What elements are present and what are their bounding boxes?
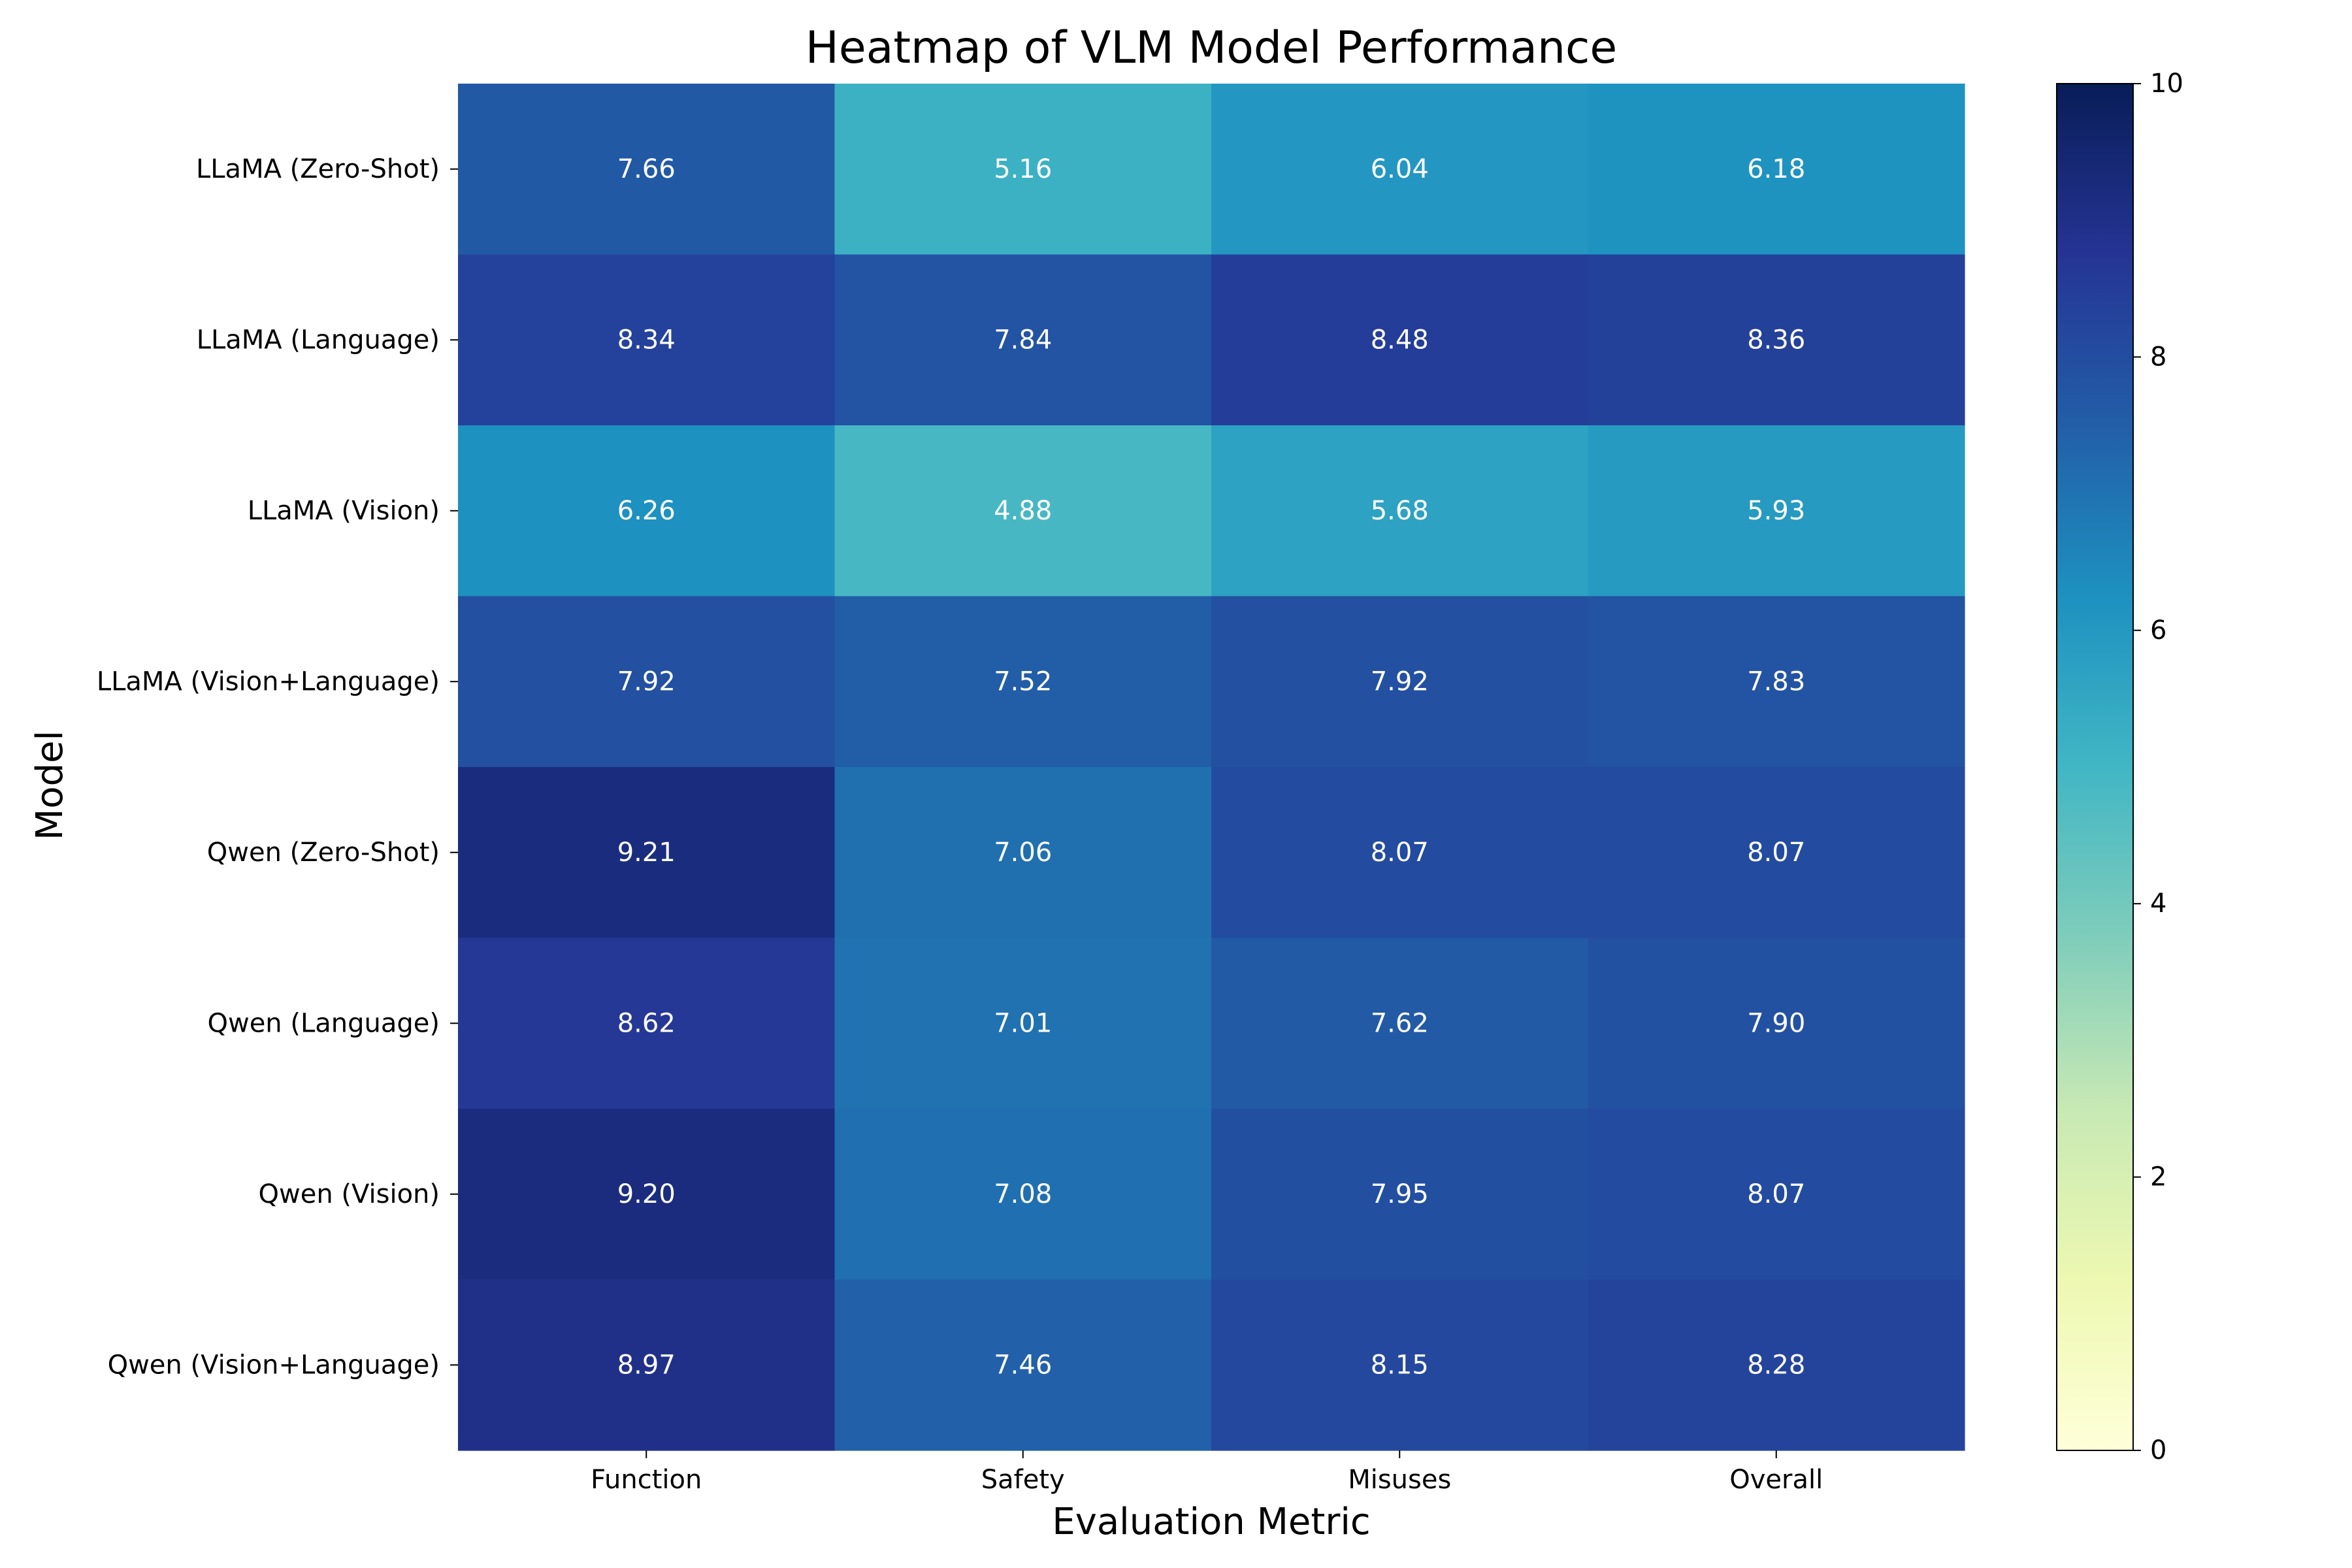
heatmap-cell	[1588, 84, 1965, 255]
y-tick-label: LLaMA (Zero-Shot)	[196, 154, 440, 184]
x-axis: Function Safety Misuses Overall	[591, 1450, 1823, 1495]
heatmap-cell-label: 7.92	[617, 666, 676, 696]
heatmap-cell	[1211, 1109, 1589, 1281]
heatmap-cell-label: 8.34	[617, 325, 676, 355]
heatmap-cell	[834, 84, 1212, 255]
y-tick-label: Qwen (Language)	[208, 1008, 440, 1038]
heatmap-cell	[1588, 938, 1965, 1109]
heatmap-cell-label: 8.07	[1371, 838, 1429, 868]
heatmap-cell-label: 6.04	[1371, 154, 1429, 184]
heatmap-cell-label: 8.07	[1747, 838, 1805, 868]
colorbar: 0 2 4 6 8 10	[2056, 69, 2183, 1465]
colorbar-tick-label: 4	[2150, 889, 2166, 919]
y-tick-label: Qwen (Vision)	[259, 1179, 440, 1209]
heatmap-cell-label: 7.62	[1371, 1008, 1429, 1038]
y-axis-label: Model	[29, 730, 71, 840]
heatmap-cell-label: 8.15	[1371, 1350, 1429, 1380]
heatmap-cell-label: 7.52	[994, 666, 1052, 696]
y-axis: LLaMA (Zero-Shot) LLaMA (Language) LLaMA (…	[97, 154, 458, 1380]
colorbar-gradient	[2056, 83, 2134, 1451]
heatmap-cell-label: 5.16	[994, 154, 1052, 184]
chart-title: Heatmap of VLM Model Performance	[806, 22, 1618, 74]
heatmap-cell-label: 7.84	[994, 325, 1052, 355]
heatmap-cell	[1588, 1109, 1965, 1281]
x-tick-label: Function	[591, 1465, 702, 1495]
heatmap-cell-label: 8.97	[617, 1350, 676, 1380]
heatmap-cell-label: 5.93	[1747, 496, 1805, 526]
heatmap-cell-label: 7.66	[617, 154, 676, 184]
heatmap-cell-labels: 7.66 5.16 6.04 6.18 8.34 7.84 8.48 8.36 6.26 4.88…	[617, 154, 1806, 1380]
heatmap-cell	[1211, 254, 1589, 426]
heatmap-cell	[458, 254, 836, 426]
y-tick-label: LLaMA (Language)	[197, 325, 440, 355]
heatmap-cell-label: 8.07	[1747, 1179, 1805, 1209]
heatmap-cell	[458, 1279, 836, 1451]
heatmap-cell-label: 5.68	[1371, 496, 1429, 526]
heatmap-cell-label: 7.83	[1747, 666, 1805, 696]
heatmap-cell	[458, 767, 836, 939]
colorbar-tick-label: 2	[2150, 1162, 2166, 1192]
heatmap-cell	[1588, 767, 1965, 939]
heatmap-cell-label: 7.06	[994, 838, 1052, 868]
heatmap-cell	[1211, 938, 1589, 1109]
y-tick-label: Qwen (Vision+Language)	[108, 1350, 440, 1380]
heatmap-cell	[1211, 1279, 1589, 1451]
heatmap-cell-label: 6.18	[1747, 154, 1805, 184]
colorbar-tick-label: 0	[2150, 1435, 2166, 1465]
x-axis-label: Evaluation Metric	[1052, 1501, 1370, 1543]
y-tick-label: LLaMA (Vision+Language)	[97, 666, 440, 696]
heatmap-cell	[1211, 425, 1589, 597]
heatmap-cell	[1211, 596, 1589, 768]
heatmap-cell	[834, 938, 1212, 1109]
heatmap-cell	[458, 938, 836, 1109]
x-tick-label: Safety	[981, 1465, 1065, 1495]
heatmap-cell-label: 7.92	[1371, 666, 1429, 696]
heatmap-cell	[834, 1109, 1212, 1281]
heatmap-cell-label: 7.90	[1747, 1008, 1805, 1038]
heatmap-cells	[458, 84, 1965, 1451]
heatmap-cell	[1588, 254, 1965, 426]
heatmap-cell-label: 8.28	[1747, 1350, 1805, 1380]
heatmap-cell	[458, 596, 836, 768]
heatmap-cell	[834, 425, 1212, 597]
heatmap-cell	[834, 767, 1212, 939]
heatmap-cell-label: 4.88	[994, 496, 1052, 526]
heatmap-cell-label: 9.21	[617, 838, 676, 868]
heatmap-cell	[834, 1279, 1212, 1451]
heatmap-cell-label: 8.36	[1747, 325, 1805, 355]
heatmap-cell-label: 6.26	[617, 496, 676, 526]
heatmap-cell	[1588, 425, 1965, 597]
heatmap-cell-label: 8.62	[617, 1008, 676, 1038]
heatmap-cell	[1211, 84, 1589, 255]
heatmap-cell-label: 7.46	[994, 1350, 1052, 1380]
y-tick-label: Qwen (Zero-Shot)	[207, 838, 440, 868]
heatmap-cell-label: 8.48	[1371, 325, 1429, 355]
heatmap-cell	[834, 596, 1212, 768]
colorbar-tick-label: 6	[2150, 615, 2166, 645]
heatmap-cell-label: 7.08	[994, 1179, 1052, 1209]
heatmap-cell	[1588, 596, 1965, 768]
heatmap-cell-label: 7.95	[1371, 1179, 1429, 1209]
x-tick-label: Overall	[1729, 1465, 1823, 1495]
heatmap-cell	[458, 425, 836, 597]
heatmap-cell-label: 9.20	[617, 1179, 676, 1209]
heatmap-cell	[458, 1109, 836, 1281]
heatmap-cell	[458, 84, 836, 255]
heatmap-cell	[1588, 1279, 1965, 1451]
heatmap-cell-label: 7.01	[994, 1008, 1052, 1038]
heatmap-cell	[1211, 767, 1589, 939]
colorbar-tick-label: 10	[2150, 69, 2183, 99]
heatmap-cell	[834, 254, 1212, 426]
x-tick-label: Misuses	[1348, 1465, 1451, 1495]
y-tick-label: LLaMA (Vision)	[248, 496, 440, 526]
colorbar-tick-label: 8	[2150, 342, 2166, 372]
